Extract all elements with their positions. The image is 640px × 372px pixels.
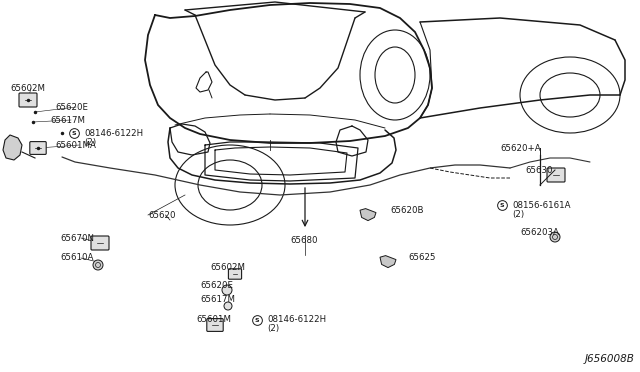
Text: 65601MA: 65601MA <box>55 141 96 150</box>
FancyBboxPatch shape <box>91 236 109 250</box>
Text: (2): (2) <box>84 138 96 147</box>
Text: J656008B: J656008B <box>585 354 635 364</box>
Polygon shape <box>380 256 396 267</box>
Text: 08146-6122H: 08146-6122H <box>267 315 326 324</box>
Circle shape <box>550 232 560 242</box>
Text: 65602M: 65602M <box>10 83 45 93</box>
Text: 08146-6122H: 08146-6122H <box>84 128 143 138</box>
Text: 65601M: 65601M <box>196 315 231 324</box>
Polygon shape <box>3 135 22 160</box>
Text: (2): (2) <box>267 324 279 334</box>
Text: 65620B: 65620B <box>390 205 424 215</box>
Text: 65610A: 65610A <box>60 253 93 263</box>
FancyBboxPatch shape <box>547 168 565 182</box>
Text: S: S <box>500 202 504 208</box>
Text: 08156-6161A: 08156-6161A <box>512 201 570 209</box>
Text: 65625: 65625 <box>408 253 435 263</box>
Circle shape <box>222 285 232 295</box>
Text: S: S <box>255 317 259 323</box>
Text: 65620E: 65620E <box>200 280 233 289</box>
FancyBboxPatch shape <box>19 93 37 107</box>
Text: 65630: 65630 <box>525 166 552 174</box>
Text: 65620+A: 65620+A <box>500 144 541 153</box>
FancyBboxPatch shape <box>30 142 46 154</box>
Text: 65602M: 65602M <box>210 263 245 273</box>
Text: 656203A: 656203A <box>520 228 559 237</box>
FancyBboxPatch shape <box>207 318 223 331</box>
Circle shape <box>224 302 232 310</box>
Text: 65680: 65680 <box>290 235 317 244</box>
Text: 65670N: 65670N <box>60 234 94 243</box>
Circle shape <box>93 260 103 270</box>
FancyBboxPatch shape <box>228 269 241 279</box>
Polygon shape <box>360 209 376 221</box>
Text: 65620: 65620 <box>148 211 175 219</box>
Text: (2): (2) <box>512 209 524 218</box>
Text: 65617M: 65617M <box>200 295 235 305</box>
Text: 65620E: 65620E <box>55 103 88 112</box>
Text: S: S <box>72 131 76 135</box>
Text: 65617M: 65617M <box>50 115 85 125</box>
